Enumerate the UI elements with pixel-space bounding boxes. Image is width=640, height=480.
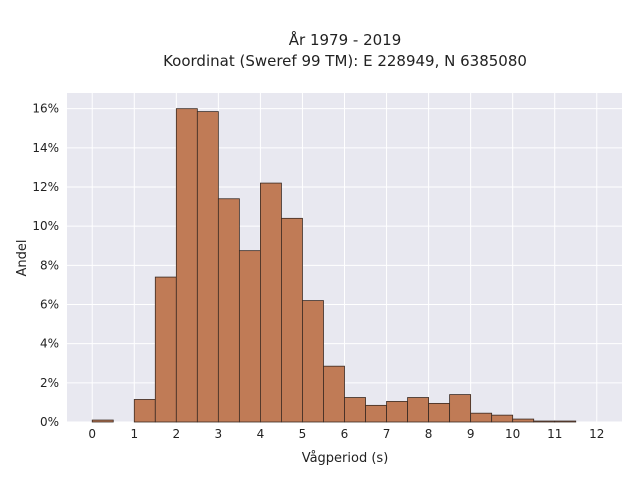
- histogram-bar: [302, 300, 324, 423]
- x-tick-label: 10: [505, 427, 520, 441]
- x-tick-label: 7: [383, 427, 391, 441]
- histogram-bar: [238, 250, 261, 423]
- histogram-bar: [491, 414, 514, 423]
- histogram-bar: [554, 420, 577, 423]
- y-tick-label: 0%: [40, 415, 59, 429]
- y-tick-label: 12%: [32, 180, 59, 194]
- x-tick-label: 2: [172, 427, 180, 441]
- histogram-bar: [344, 397, 366, 423]
- x-axis-label: Vågperiod (s): [302, 451, 389, 466]
- histogram-bar: [281, 217, 303, 423]
- histogram-bar: [133, 399, 156, 423]
- histogram-bar: [323, 365, 345, 423]
- chart-title-line-1: År 1979 - 2019: [289, 30, 402, 49]
- histogram-bar: [91, 419, 114, 423]
- chart-title-line-2: Koordinat (Sweref 99 TM): E 228949, N 63…: [163, 52, 527, 70]
- x-tick-label: 4: [257, 427, 265, 441]
- histogram-bar: [407, 397, 429, 423]
- x-tick-label: 12: [589, 427, 604, 441]
- x-tick-label: 11: [547, 427, 562, 441]
- histogram-bar: [533, 420, 556, 423]
- histogram-bar: [175, 108, 198, 423]
- x-tick-label: 3: [215, 427, 223, 441]
- y-tick-label: 6%: [40, 298, 59, 312]
- bars: [91, 108, 577, 423]
- y-tick-label: 10%: [32, 219, 59, 233]
- histogram-bar: [260, 182, 282, 423]
- x-tick-label: 5: [299, 427, 307, 441]
- y-tick-label: 16%: [32, 102, 59, 116]
- histogram-bar: [428, 402, 451, 423]
- histogram-bar: [449, 394, 472, 423]
- x-tick-label: 1: [130, 427, 138, 441]
- x-tick-label: 0: [88, 427, 96, 441]
- y-tick-labels: 0% 2% 4% 6% 8% 10% 12% 14% 16%: [32, 102, 59, 429]
- histogram-bar: [470, 412, 493, 423]
- histogram-bar: [512, 418, 535, 423]
- x-tick-label: 6: [341, 427, 349, 441]
- histogram-bar: [365, 404, 387, 423]
- y-tick-label: 14%: [32, 141, 59, 155]
- histogram-bar: [217, 198, 240, 423]
- y-axis-label: Andel: [15, 240, 30, 277]
- y-tick-label: 4%: [40, 337, 59, 351]
- x-tick-label: 8: [425, 427, 433, 441]
- y-tick-label: 2%: [40, 376, 59, 390]
- histogram-bar: [196, 111, 219, 423]
- histogram-bar: [154, 276, 177, 423]
- histogram-bar: [386, 401, 408, 423]
- y-tick-label: 8%: [40, 258, 59, 272]
- x-tick-label: 9: [467, 427, 475, 441]
- x-tick-labels: 0 1 2 3 4 5 6 7 8 9 10 11 12: [88, 427, 604, 441]
